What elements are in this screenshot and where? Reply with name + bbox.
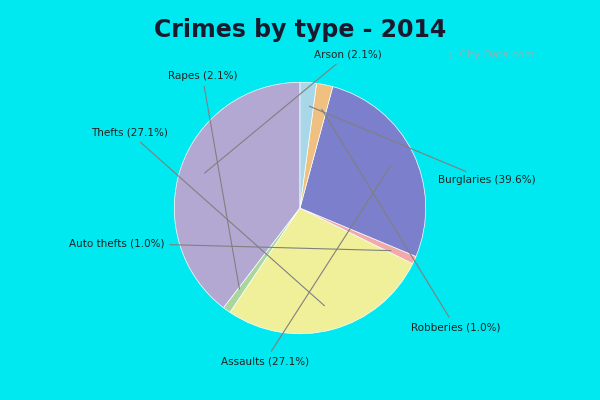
Wedge shape — [300, 208, 416, 264]
Wedge shape — [224, 208, 300, 312]
Wedge shape — [300, 82, 317, 208]
Text: Robberies (1.0%): Robberies (1.0%) — [322, 109, 500, 332]
Text: Burglaries (39.6%): Burglaries (39.6%) — [310, 106, 536, 185]
Text: Arson (2.1%): Arson (2.1%) — [205, 50, 382, 173]
Wedge shape — [300, 87, 426, 256]
Wedge shape — [230, 208, 413, 334]
Text: ⓘ City-Data.com: ⓘ City-Data.com — [450, 50, 534, 60]
Wedge shape — [300, 83, 333, 208]
Wedge shape — [174, 82, 300, 308]
Text: Thefts (27.1%): Thefts (27.1%) — [91, 128, 325, 306]
Text: Assaults (27.1%): Assaults (27.1%) — [221, 165, 391, 366]
Text: Rapes (2.1%): Rapes (2.1%) — [167, 71, 239, 289]
Text: Crimes by type - 2014: Crimes by type - 2014 — [154, 18, 446, 42]
Text: Auto thefts (1.0%): Auto thefts (1.0%) — [69, 238, 391, 251]
